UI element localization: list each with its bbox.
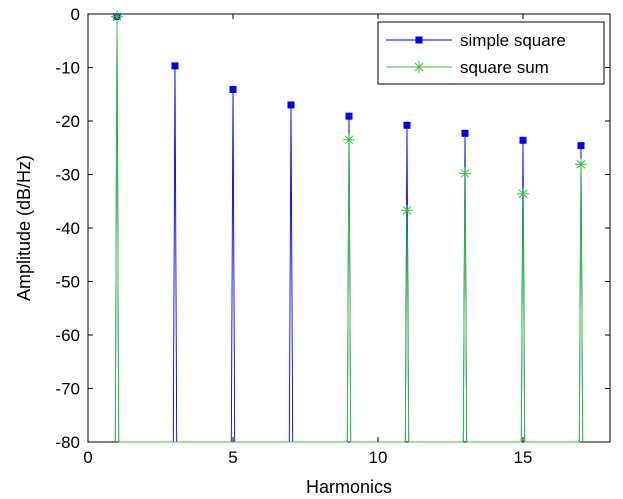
y-tick-label: -40 (55, 219, 80, 238)
legend-marker-symbol (415, 36, 423, 44)
legend: simple square square sum (377, 21, 605, 85)
x-tick-label: 15 (514, 448, 533, 467)
y-tick-label: -70 (55, 380, 80, 399)
y-tick-label: 0 (71, 5, 80, 24)
y-tick-label: -60 (55, 326, 80, 345)
plot-area (87, 10, 611, 443)
data-point (171, 62, 179, 70)
data-point (577, 142, 585, 150)
y-axis-label: Amplitude (dB/Hz) (14, 155, 34, 301)
data-point (343, 133, 355, 146)
legend-marker-simple-square (415, 36, 423, 44)
legend-marker-symbol (413, 61, 425, 73)
data-point (519, 136, 527, 144)
data-point (345, 112, 353, 120)
legend-box (377, 21, 605, 85)
marker-layer (111, 10, 587, 217)
x-tick-label: 0 (83, 448, 92, 467)
legend-marker-square-sum (413, 61, 425, 73)
data-point (229, 85, 237, 93)
data-point (401, 204, 413, 217)
legend-label-square-sum: square sum (460, 58, 549, 77)
data-point (517, 187, 529, 200)
legend-label-simple-square: simple square (460, 31, 566, 50)
tick-layer (87, 13, 610, 443)
data-point (461, 129, 469, 137)
tick-labels: 0 5 10 15 0 -10 -20 -30 -40 -50 -60 -70 -80 (55, 5, 532, 467)
data-point (459, 167, 471, 180)
data-point (403, 121, 411, 129)
x-tick-label: 10 (369, 448, 388, 467)
data-point (287, 101, 295, 109)
y-tick-label: -30 (55, 166, 80, 185)
y-tick-label: -20 (55, 112, 80, 131)
y-tick-label: -50 (55, 273, 80, 292)
data-point (111, 10, 123, 23)
x-axis-label: Harmonics (306, 477, 392, 497)
y-tick-label: -80 (55, 433, 80, 452)
data-point (575, 158, 587, 171)
y-tick-label: -10 (55, 59, 80, 78)
x-tick-label: 5 (228, 448, 237, 467)
